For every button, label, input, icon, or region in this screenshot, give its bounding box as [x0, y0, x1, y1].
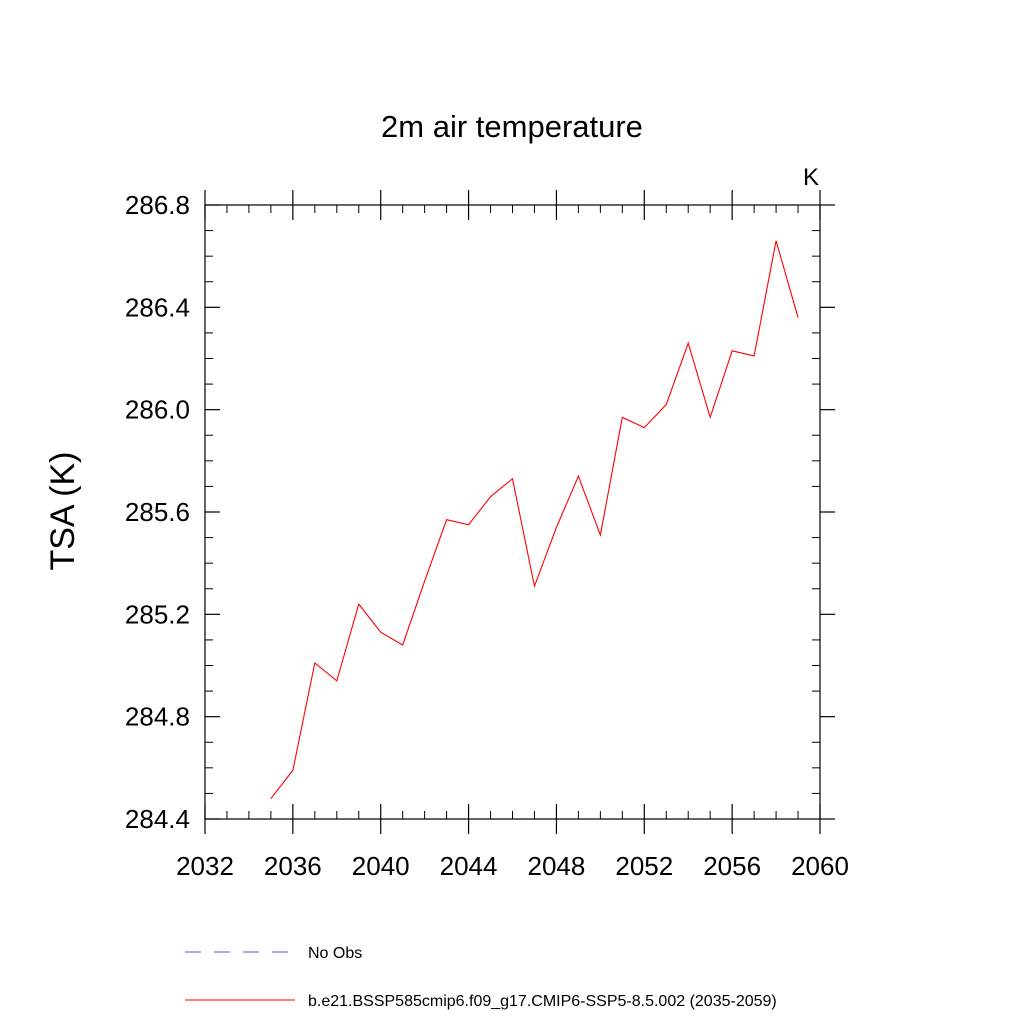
- y-tick-label: 284.4: [125, 804, 190, 834]
- chart-title: 2m air temperature: [381, 109, 643, 144]
- x-tick-label: 2048: [528, 851, 586, 881]
- y-tick-label: 286.0: [125, 395, 190, 425]
- legend-label: No Obs: [308, 945, 362, 962]
- y-tick-label: 284.8: [125, 702, 190, 732]
- plot-frame: [204, 204, 821, 820]
- x-tick-label: 2032: [176, 851, 234, 881]
- x-tick-label: 2044: [440, 851, 498, 881]
- y-tick-label: 285.2: [125, 599, 190, 629]
- x-tick-label: 2036: [264, 851, 322, 881]
- units-label: K: [803, 164, 819, 191]
- y-tick-label: 286.8: [125, 190, 190, 220]
- x-tick-label: 2052: [615, 851, 673, 881]
- x-tick-label: 2056: [703, 851, 761, 881]
- y-tick-label: 286.4: [125, 292, 190, 322]
- series-layer: [270, 240, 799, 799]
- axis-ticks: 2032 2036 2040 2044 2048 2052 2056 2060 284.4 284…: [125, 190, 849, 881]
- x-tick-label: 2060: [791, 851, 849, 881]
- y-tick-label: 285.6: [125, 497, 190, 527]
- x-tick-label: 2040: [352, 851, 410, 881]
- legend: No Obs b.e21.BSSP585cmip6.f09_g17.CMIP6-S…: [185, 945, 777, 1010]
- legend-label: b.e21.BSSP585cmip6.f09_g17.CMIP6-SSP5-8.…: [308, 993, 777, 1010]
- series-line-1: [270, 240, 799, 799]
- y-axis-label: TSA (K): [44, 451, 82, 570]
